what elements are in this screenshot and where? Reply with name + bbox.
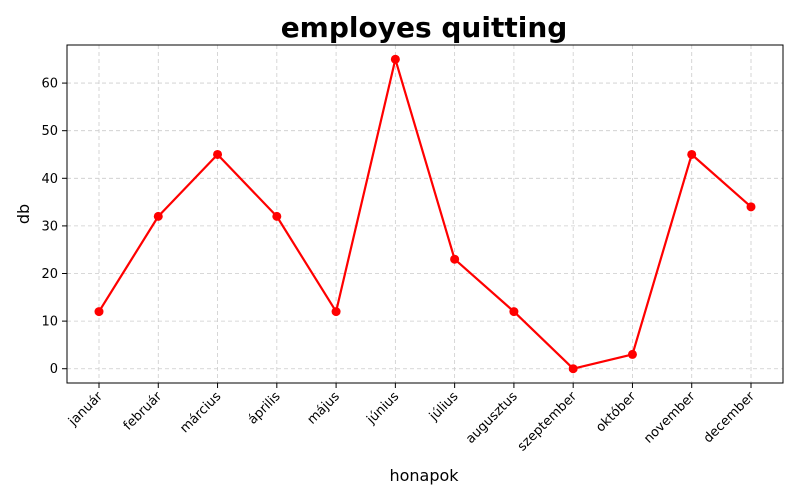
x-tick-label: augusztus [463,389,521,447]
y-tick-label: 10 [41,315,58,330]
data-point [627,349,637,359]
x-tick-label: március [177,389,224,436]
x-tick-label: július [426,389,462,425]
data-point [153,211,163,221]
data-point [509,307,519,317]
y-tick-label: 60 [41,77,58,92]
chart-title: employes quitting [281,11,568,44]
x-tick-label: február [121,389,166,434]
series-line [98,58,752,370]
x-tick-label: május [305,389,344,428]
x-tick-label: január [65,389,106,430]
y-axis-label: db [14,204,33,224]
data-point [450,254,460,264]
data-point [390,54,400,64]
data-point [687,149,697,159]
y-tick-label: 30 [41,219,58,234]
y-tick-label: 50 [41,124,58,139]
x-tick-label: október [593,389,640,436]
data-point [746,202,756,212]
series-layer [94,54,756,374]
x-tick-label: április [245,389,283,427]
data-point [272,211,282,221]
x-tick-label: június [364,389,403,428]
data-point [331,307,341,317]
grid-layer [67,45,783,383]
data-point [94,307,104,317]
y-tick-label: 0 [50,362,58,377]
x-axis-label: honapok [389,466,459,485]
y-tick-label: 40 [41,172,58,187]
x-tick-label: november [641,389,699,447]
plot-frame [66,44,784,384]
x-tick-label: szeptember [515,389,581,455]
x-tick-label: december [701,389,758,446]
data-point [213,149,223,159]
axis-layer: január február március április május június jú… [41,77,758,455]
data-point [568,364,578,374]
y-tick-label: 20 [41,267,58,282]
